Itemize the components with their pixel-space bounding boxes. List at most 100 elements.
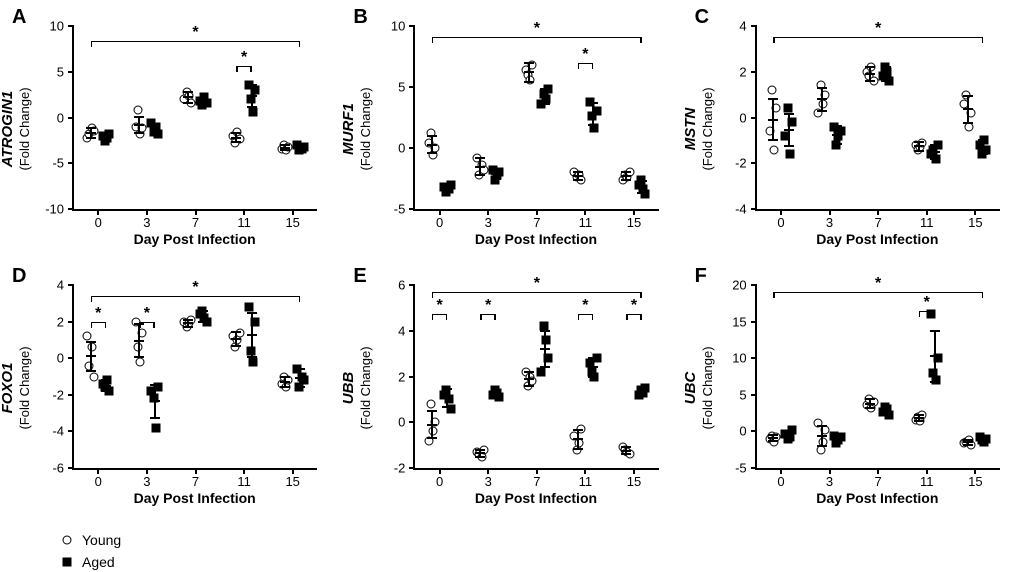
panel-letter: D bbox=[12, 265, 26, 288]
y-tick-label: 0 bbox=[57, 110, 74, 125]
legend-label: Aged bbox=[82, 554, 115, 570]
young-point bbox=[136, 357, 145, 366]
x-tick-label: 3 bbox=[485, 468, 492, 489]
legend-item-young: Young bbox=[62, 532, 121, 548]
x-tick-label: 0 bbox=[436, 468, 443, 489]
x-tick-label: 3 bbox=[826, 468, 833, 489]
x-tick-label: 0 bbox=[436, 209, 443, 230]
significance-bracket bbox=[91, 41, 301, 42]
significance-bracket bbox=[578, 314, 594, 315]
significance-bracket bbox=[432, 292, 642, 293]
x-tick-label: 3 bbox=[143, 468, 150, 489]
panel-letter: E bbox=[353, 265, 366, 288]
panel-letter: C bbox=[695, 6, 709, 29]
x-tick-label: 0 bbox=[777, 209, 784, 230]
y-tick-label: 2 bbox=[398, 369, 415, 384]
significance-star: * bbox=[582, 47, 588, 63]
y-tick-label: 20 bbox=[732, 278, 756, 293]
y-tick-label: -5 bbox=[52, 156, 74, 171]
young-point bbox=[134, 106, 143, 115]
young-point bbox=[83, 332, 92, 341]
panel-grid: AATROGIN1(Fold Change)-10-505100371115**… bbox=[10, 8, 1010, 508]
y-tick-label: -2 bbox=[735, 156, 757, 171]
y-tick-label: 10 bbox=[732, 351, 756, 366]
aged-icon bbox=[63, 558, 72, 567]
significance-star: * bbox=[582, 298, 588, 314]
y-tick-label: 2 bbox=[57, 314, 74, 329]
significance-star: * bbox=[534, 276, 540, 292]
significance-star: * bbox=[875, 276, 881, 292]
y-tick-label: 6 bbox=[398, 278, 415, 293]
x-tick-label: 11 bbox=[920, 209, 934, 230]
x-tick-label: 3 bbox=[826, 209, 833, 230]
y-tick-label: -5 bbox=[735, 461, 757, 476]
x-axis-label: Day Post Infection bbox=[72, 231, 317, 247]
y-tick-label: 2 bbox=[739, 64, 756, 79]
y-tick-label: -4 bbox=[52, 424, 74, 439]
panel-E: EUBB(Fold Change)-202460371115*****Day P… bbox=[351, 267, 668, 508]
y-tick-label: 5 bbox=[398, 80, 415, 95]
significance-star: * bbox=[437, 298, 443, 314]
x-tick-label: 0 bbox=[777, 468, 784, 489]
significance-bracket bbox=[773, 292, 983, 293]
legend-label: Young bbox=[82, 532, 121, 548]
plot-area: -10-505100371115** bbox=[72, 26, 317, 211]
x-tick-label: 15 bbox=[968, 209, 982, 230]
significance-bracket bbox=[91, 322, 107, 323]
significance-star: * bbox=[485, 298, 491, 314]
x-axis-label: Day Post Infection bbox=[72, 490, 317, 506]
x-tick-label: 3 bbox=[485, 209, 492, 230]
x-tick-label: 15 bbox=[285, 209, 299, 230]
x-tick-label: 15 bbox=[627, 468, 641, 489]
significance-bracket bbox=[236, 66, 252, 67]
x-axis-label: Day Post Infection bbox=[755, 490, 1000, 506]
y-tick-label: 4 bbox=[739, 19, 756, 34]
y-tick-label: 0 bbox=[398, 141, 415, 156]
y-tick-label: -5 bbox=[394, 202, 416, 217]
x-tick-label: 0 bbox=[95, 468, 102, 489]
significance-bracket bbox=[626, 314, 642, 315]
panel-A: AATROGIN1(Fold Change)-10-505100371115**… bbox=[10, 8, 327, 249]
aged-point bbox=[244, 302, 253, 311]
young-point bbox=[428, 427, 437, 436]
aged-point bbox=[248, 108, 257, 117]
aged-point bbox=[151, 423, 160, 432]
y-tick-label: 5 bbox=[739, 387, 756, 402]
young-point bbox=[818, 99, 827, 108]
x-axis-label: Day Post Infection bbox=[413, 231, 658, 247]
x-tick-label: 11 bbox=[920, 468, 934, 489]
x-axis-label: Day Post Infection bbox=[413, 490, 658, 506]
y-tick-label: 0 bbox=[739, 110, 756, 125]
young-point bbox=[426, 399, 435, 408]
x-tick-label: 7 bbox=[875, 209, 882, 230]
significance-star: * bbox=[241, 50, 247, 66]
significance-bracket bbox=[480, 314, 496, 315]
y-tick-label: 4 bbox=[57, 278, 74, 293]
y-tick-label: 4 bbox=[398, 323, 415, 338]
plot-area: -5051015200371115** bbox=[755, 285, 1000, 470]
significance-bracket bbox=[432, 314, 448, 315]
young-icon bbox=[63, 536, 72, 545]
panel-B: BMURF1(Fold Change)-505100371115**Day Po… bbox=[351, 8, 668, 249]
x-tick-label: 7 bbox=[875, 468, 882, 489]
y-tick-label: 5 bbox=[57, 64, 74, 79]
x-tick-label: 7 bbox=[533, 209, 540, 230]
y-tick-label: -2 bbox=[52, 387, 74, 402]
plot-area: -202460371115***** bbox=[413, 285, 658, 470]
x-tick-label: 7 bbox=[192, 468, 199, 489]
panel-C: CMSTN(Fold Change)-4-20240371115*Day Pos… bbox=[693, 8, 1010, 249]
significance-bracket bbox=[139, 322, 155, 323]
legend-item-aged: Aged bbox=[62, 554, 121, 570]
aged-point bbox=[785, 150, 794, 159]
y-tick-label: -2 bbox=[394, 461, 416, 476]
x-tick-label: 11 bbox=[579, 209, 593, 230]
aged-point bbox=[541, 335, 550, 344]
panel-D: DFOXO1(Fold Change)-6-4-20240371115***Da… bbox=[10, 267, 327, 508]
legend: Young Aged bbox=[62, 532, 121, 570]
x-tick-label: 7 bbox=[533, 468, 540, 489]
x-tick-label: 15 bbox=[285, 468, 299, 489]
young-point bbox=[89, 372, 98, 381]
significance-star: * bbox=[875, 21, 881, 37]
young-point bbox=[770, 145, 779, 154]
y-tick-label: 0 bbox=[57, 351, 74, 366]
